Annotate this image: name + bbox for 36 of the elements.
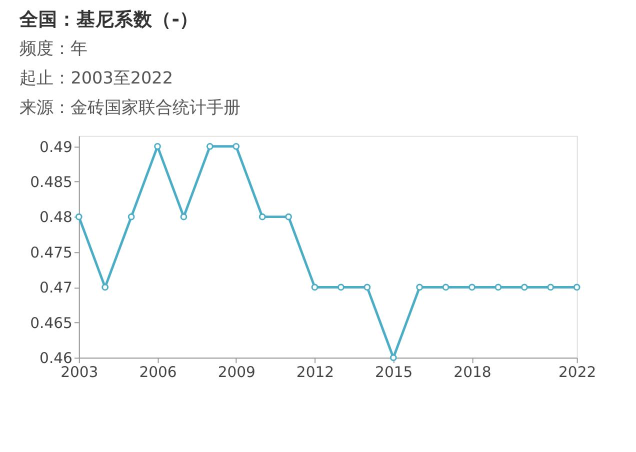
chart-title: 全国：基尼系数（-） xyxy=(18,8,198,30)
point xyxy=(494,284,502,291)
y-tick-label: 0.48 xyxy=(40,209,72,226)
point xyxy=(573,284,580,291)
point xyxy=(154,142,161,150)
point xyxy=(416,284,424,291)
text: 来源：金砖国家联合统计手册 xyxy=(20,97,241,118)
point xyxy=(442,284,450,291)
x-tick-label: 2022 xyxy=(558,364,596,381)
x-tick-label: 2012 xyxy=(296,364,334,381)
y-tick-label: 0.485 xyxy=(30,174,72,192)
point xyxy=(232,142,240,150)
point xyxy=(285,213,292,220)
text: 频度：年 xyxy=(20,38,88,58)
point xyxy=(520,284,528,291)
point xyxy=(547,284,554,291)
point xyxy=(128,213,135,220)
text: 起止：2003至2022 xyxy=(20,68,173,88)
y-tick-label: 0.49 xyxy=(40,138,72,156)
y-tick-label: 0.47 xyxy=(40,280,72,297)
x-tick-label: 2009 xyxy=(218,364,256,381)
y-tick-label: 0.465 xyxy=(30,314,72,332)
y-tick-label: 0.475 xyxy=(30,244,72,262)
x-tick-label: 2015 xyxy=(375,364,413,381)
point xyxy=(258,213,266,220)
point xyxy=(468,284,476,291)
point xyxy=(180,213,188,220)
point xyxy=(311,284,318,291)
point xyxy=(102,284,109,291)
x-tick-label: 2006 xyxy=(139,364,177,381)
point xyxy=(206,142,214,150)
point xyxy=(390,354,397,362)
point xyxy=(75,213,82,220)
x-tick-label: 2018 xyxy=(454,364,492,381)
point xyxy=(364,284,371,291)
point xyxy=(338,284,344,291)
